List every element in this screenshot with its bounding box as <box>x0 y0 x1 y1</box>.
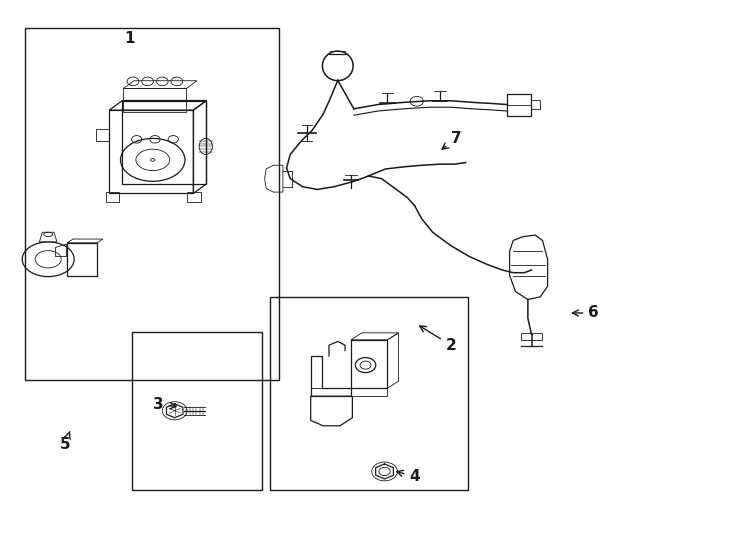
Bar <box>25 28 279 380</box>
Bar <box>68 243 97 276</box>
Bar <box>123 100 206 184</box>
Text: 2: 2 <box>420 326 457 353</box>
Bar <box>531 100 539 109</box>
Bar <box>96 129 109 141</box>
Bar <box>187 192 200 201</box>
Bar <box>109 110 193 193</box>
Text: 3: 3 <box>153 397 176 412</box>
Bar <box>131 332 262 490</box>
Bar <box>270 297 468 490</box>
Bar <box>123 89 186 112</box>
Text: 6: 6 <box>573 306 599 320</box>
Text: 7: 7 <box>442 131 462 149</box>
Text: 4: 4 <box>397 469 420 484</box>
Text: 1: 1 <box>124 31 134 46</box>
Text: 5: 5 <box>59 431 70 452</box>
Bar <box>106 192 119 201</box>
Bar <box>520 333 542 340</box>
